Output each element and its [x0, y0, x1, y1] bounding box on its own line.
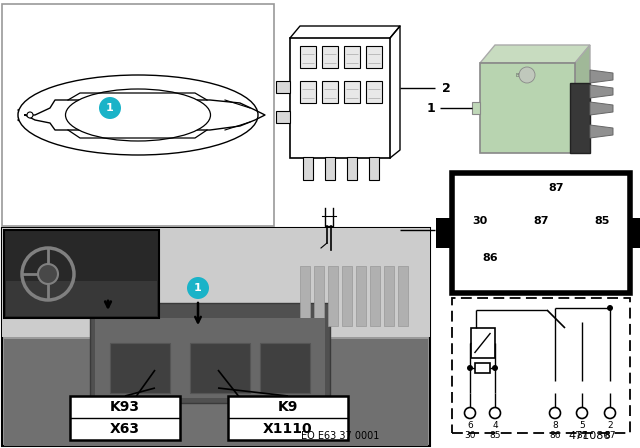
Text: 3: 3 [442, 224, 451, 237]
Text: 87: 87 [576, 431, 588, 439]
Bar [342, 266, 352, 326]
Text: K93: K93 [110, 400, 140, 414]
Ellipse shape [18, 75, 258, 155]
Circle shape [467, 365, 473, 371]
Circle shape [38, 264, 58, 284]
Circle shape [577, 408, 588, 418]
Circle shape [519, 67, 535, 83]
Bar [110, 343, 170, 393]
Text: X63: X63 [110, 422, 140, 436]
Bar [452, 173, 630, 293]
Bar [314, 266, 324, 326]
Text: 86: 86 [549, 431, 561, 439]
Bar [6, 281, 157, 316]
Polygon shape [590, 102, 613, 115]
Bar [370, 266, 380, 326]
Text: 1: 1 [106, 103, 114, 113]
Text: 2: 2 [442, 82, 451, 95]
Text: 2: 2 [607, 421, 613, 430]
Bar [480, 63, 575, 153]
Circle shape [550, 408, 561, 418]
Bar [369, 157, 379, 180]
Bar [190, 343, 250, 393]
Circle shape [187, 277, 209, 299]
Bar [90, 303, 330, 403]
Text: 30: 30 [472, 216, 488, 226]
Text: 86: 86 [482, 253, 498, 263]
Text: 5: 5 [579, 421, 585, 430]
Bar [570, 83, 590, 153]
Polygon shape [590, 125, 613, 138]
Text: 85: 85 [595, 216, 610, 226]
Text: 1: 1 [194, 283, 202, 293]
Text: 6: 6 [467, 421, 473, 430]
Circle shape [490, 408, 500, 418]
Text: 30: 30 [464, 431, 476, 439]
Circle shape [492, 365, 498, 371]
Bar [322, 81, 338, 103]
Bar [303, 157, 313, 180]
Bar [290, 38, 390, 158]
Bar [300, 46, 316, 68]
Bar [228, 396, 348, 440]
Bar [398, 266, 408, 326]
Circle shape [465, 408, 476, 418]
Polygon shape [590, 85, 613, 98]
Text: 1: 1 [426, 102, 435, 115]
Circle shape [27, 112, 33, 118]
Bar [630, 218, 640, 248]
Circle shape [607, 305, 613, 311]
Bar [344, 46, 360, 68]
Text: 85: 85 [489, 431, 500, 439]
Circle shape [99, 97, 121, 119]
Bar [260, 343, 310, 393]
Bar [475, 363, 490, 373]
Bar [2, 228, 430, 337]
Bar [325, 157, 335, 180]
Bar [356, 266, 366, 326]
Text: 87: 87 [604, 431, 616, 439]
Ellipse shape [65, 89, 211, 141]
Bar [328, 266, 338, 326]
Bar [344, 81, 360, 103]
Bar [4, 339, 428, 446]
Text: K9: K9 [278, 400, 298, 414]
Bar [2, 4, 274, 226]
Bar [70, 396, 180, 440]
Circle shape [605, 408, 616, 418]
Bar [4, 230, 159, 318]
Text: 4: 4 [492, 421, 498, 430]
Bar [276, 111, 290, 123]
Bar [366, 46, 382, 68]
Bar [470, 328, 495, 358]
Bar [347, 157, 357, 180]
Bar [276, 81, 290, 93]
Text: 87: 87 [548, 183, 564, 193]
Text: EO E63 37 0001: EO E63 37 0001 [301, 431, 379, 441]
Text: BMW: BMW [515, 73, 529, 78]
Text: 87: 87 [533, 216, 548, 226]
Text: X1110: X1110 [263, 422, 313, 436]
Bar [472, 102, 480, 114]
Bar [95, 318, 325, 398]
Bar [452, 298, 630, 433]
Polygon shape [575, 45, 590, 153]
Bar [366, 81, 382, 103]
Polygon shape [590, 70, 613, 83]
Bar [384, 266, 394, 326]
Text: 471086: 471086 [569, 431, 611, 441]
Text: 8: 8 [552, 421, 558, 430]
Bar [300, 266, 310, 326]
Bar [322, 46, 338, 68]
Bar [436, 218, 452, 248]
Polygon shape [480, 45, 590, 63]
Bar [300, 81, 316, 103]
Bar [2, 228, 430, 446]
